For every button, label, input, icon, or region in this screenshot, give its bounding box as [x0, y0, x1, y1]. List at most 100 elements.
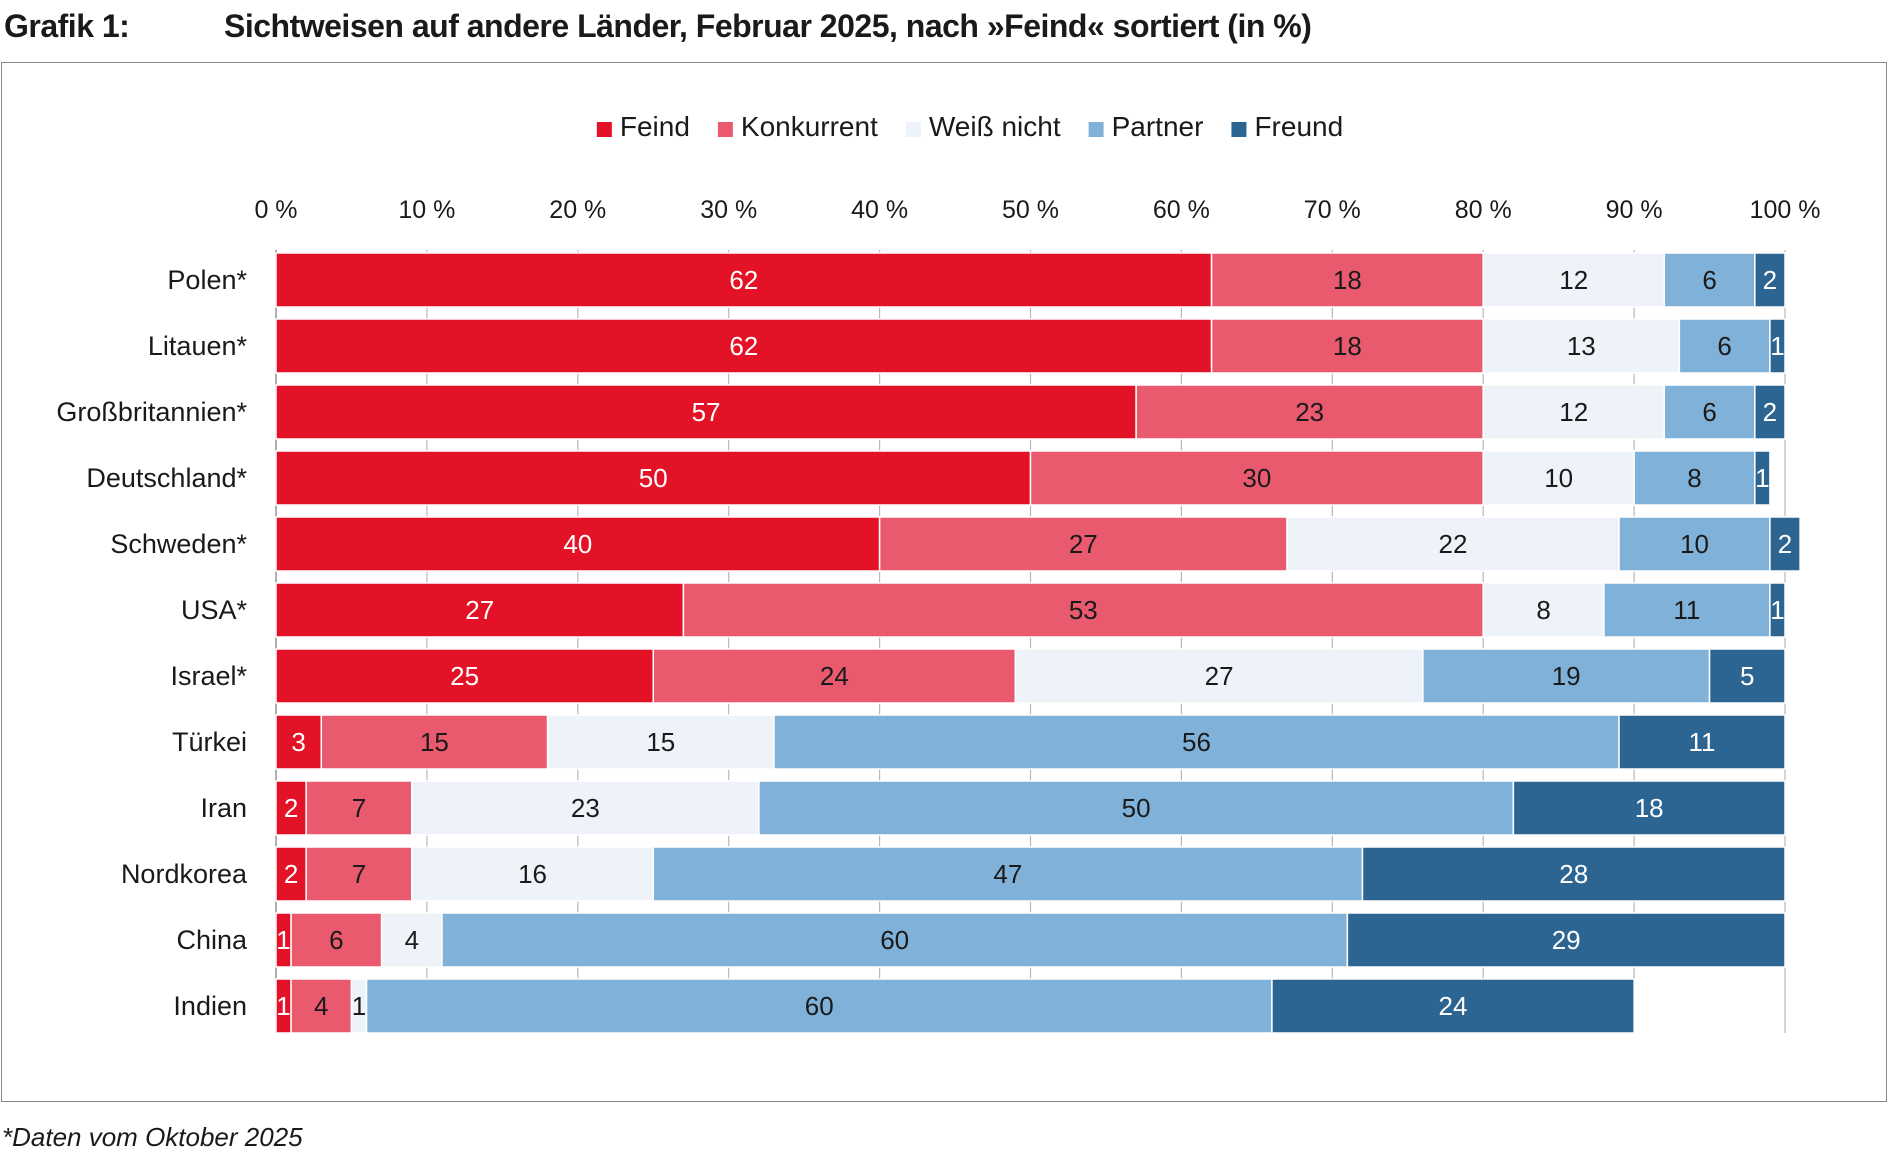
- data-label-feind: 62: [729, 331, 758, 361]
- legend-swatch-partner: [1088, 122, 1104, 137]
- bar-row-polen: 62 18 12 6 2: [275, 252, 1786, 308]
- bar-segment-weiß-nicht: [411, 846, 654, 902]
- data-label-konkurrent: 23: [1295, 397, 1324, 427]
- data-label-feind: 25: [450, 661, 479, 691]
- bar-segment-partner: [441, 912, 1349, 968]
- bar-segment-freund: [1754, 450, 1771, 506]
- chart-legend: Feind Konkurrent Weiß nicht Partner Freund: [596, 111, 1343, 142]
- bar-row-israel: 25 24 27 19 5: [275, 648, 1786, 704]
- bar-segment-konkurrent: [305, 780, 413, 836]
- bar-segment-weiß-nicht: [1482, 252, 1666, 308]
- figure-label: Grafik 1:: [4, 8, 130, 44]
- data-label-freund: 2: [1778, 529, 1792, 559]
- bar-row-großbritannien: 57 23 12 6 2: [275, 384, 1786, 440]
- category-label: China: [176, 925, 248, 955]
- data-label-konkurrent: 53: [1069, 595, 1098, 625]
- data-label-partner: 11: [1673, 595, 1700, 625]
- bar-segment-partner: [1678, 318, 1771, 374]
- bar-segment-freund: [1346, 912, 1786, 968]
- legend-item-weiß-nicht: Weiß nicht: [905, 111, 1061, 142]
- data-label-feind: 2: [284, 859, 298, 889]
- bar-segment-partner: [1603, 582, 1771, 638]
- bar-segment-konkurrent: [682, 582, 1484, 638]
- bar-segment-freund: [1271, 978, 1635, 1034]
- data-label-freund: 11: [1689, 727, 1716, 757]
- data-label-weiß-nicht: 1: [352, 991, 366, 1021]
- bar-segment-partner: [365, 978, 1273, 1034]
- bar-segment-freund: [1361, 846, 1786, 902]
- bar-segment-freund: [1769, 318, 1786, 374]
- data-label-freund: 1: [1755, 463, 1769, 493]
- bar-segment-partner: [1618, 516, 1771, 572]
- bar-segment-feind: [275, 384, 1137, 440]
- category-label: Türkei: [172, 727, 247, 757]
- legend-item-feind: Feind: [596, 111, 690, 142]
- data-label-partner: 60: [880, 925, 909, 955]
- data-label-weiß-nicht: 13: [1567, 331, 1596, 361]
- bar-segment-feind: [275, 516, 881, 572]
- bar-segment-weiß-nicht: [1014, 648, 1424, 704]
- data-label-partner: 47: [993, 859, 1022, 889]
- legend-item-konkurrent: Konkurrent: [717, 111, 878, 142]
- data-label-konkurrent: 27: [1069, 529, 1098, 559]
- data-label-feind: 62: [729, 265, 758, 295]
- category-label: Polen*: [167, 265, 247, 295]
- legend-label-feind: Feind: [620, 111, 690, 142]
- bar-row-china: 1 6 4 60 29: [275, 912, 1786, 968]
- bar-row-türkei: 3 15 15 56 11: [275, 714, 1786, 770]
- bar-segment-konkurrent: [1029, 450, 1484, 506]
- data-label-feind: 1: [276, 925, 290, 955]
- data-label-freund: 1: [1770, 595, 1784, 625]
- bar-segment-konkurrent: [1210, 318, 1484, 374]
- bar-row-litauen: 62 18 13 6 1: [275, 318, 1786, 374]
- data-label-partner: 6: [1702, 265, 1716, 295]
- data-label-weiß-nicht: 12: [1559, 265, 1588, 295]
- category-label: Deutschland*: [86, 463, 247, 493]
- x-tick-label-0: 0 %: [254, 196, 297, 224]
- bar-segment-partner: [758, 780, 1515, 836]
- bar-segment-partner: [773, 714, 1620, 770]
- data-label-weiß-nicht: 12: [1559, 397, 1588, 427]
- category-label: Indien: [173, 991, 247, 1021]
- bar-row-iran: 2 7 23 50 18: [275, 780, 1786, 836]
- bar-segment-feind: [275, 252, 1213, 308]
- bar-row-schweden: 40 27 22 10 2: [275, 516, 1801, 572]
- x-tick-label-100: 100 %: [1750, 196, 1821, 224]
- x-tick-label-10: 10 %: [398, 196, 455, 224]
- data-label-konkurrent: 4: [314, 991, 328, 1021]
- data-label-konkurrent: 7: [352, 793, 366, 823]
- legend-item-partner: Partner: [1088, 111, 1203, 142]
- data-label-feind: 2: [284, 793, 298, 823]
- bar-segment-weiß-nicht: [1482, 318, 1681, 374]
- data-label-weiß-nicht: 27: [1205, 661, 1234, 691]
- bars-area: 62 18 12 6 262 18 13 6 157 23 12 6 250 30 10 8 140 27 22 10…: [275, 252, 1801, 1034]
- bar-segment-weiß-nicht: [380, 912, 443, 968]
- bar-segment-feind: [275, 648, 654, 704]
- data-label-weiß-nicht: 4: [405, 925, 419, 955]
- data-label-partner: 10: [1680, 529, 1709, 559]
- bar-segment-freund: [1512, 780, 1786, 836]
- bar-row-usa: 27 53 8 11 1: [275, 582, 1786, 638]
- bar-segment-konkurrent: [290, 978, 353, 1034]
- figure-header: Grafik 1: Sichtweisen auf andere Länder,…: [4, 8, 1884, 52]
- data-label-partner: 50: [1122, 793, 1151, 823]
- bar-segment-freund: [1754, 384, 1786, 440]
- bar-segment-konkurrent: [320, 714, 549, 770]
- bar-segment-konkurrent: [652, 648, 1017, 704]
- x-tick-label-90: 90 %: [1606, 196, 1663, 224]
- bar-segment-weiß-nicht: [546, 714, 775, 770]
- data-label-partner: 60: [805, 991, 834, 1021]
- bar-segment-weiß-nicht: [411, 780, 760, 836]
- data-label-freund: 2: [1763, 397, 1777, 427]
- bar-segment-feind: [275, 318, 1213, 374]
- data-label-freund: 28: [1559, 859, 1588, 889]
- data-label-konkurrent: 6: [329, 925, 343, 955]
- category-label: Großbritannien*: [56, 397, 247, 427]
- category-label: Israel*: [170, 661, 247, 691]
- x-tick-label-40: 40 %: [851, 196, 908, 224]
- data-label-partner: 19: [1552, 661, 1581, 691]
- category-label: Iran: [200, 793, 247, 823]
- data-label-feind: 40: [563, 529, 592, 559]
- x-tick-label-20: 20 %: [549, 196, 606, 224]
